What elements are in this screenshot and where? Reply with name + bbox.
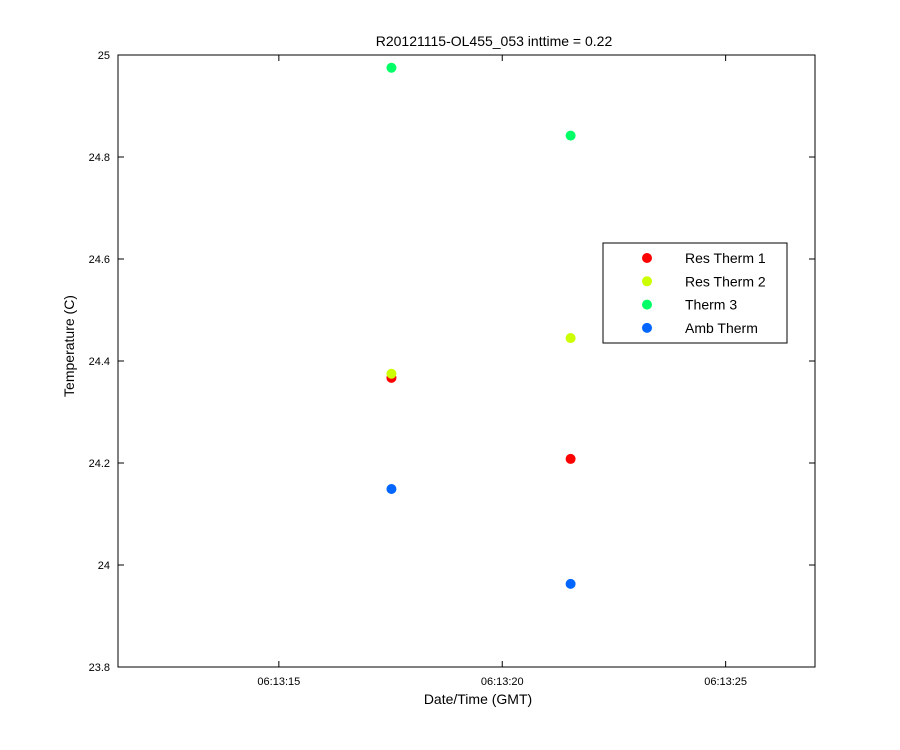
point-therm-3-1 [565, 130, 576, 141]
legend-box [602, 242, 788, 344]
point-res-therm-1-1 [565, 453, 576, 464]
point-res-therm-2-0 [386, 368, 397, 379]
legend-marker [642, 253, 652, 263]
y-tick-label: 23.8 [89, 662, 110, 674]
x-tick-label: 06:13:25 [704, 676, 747, 688]
y-axis-label: Temperature (C) [61, 295, 77, 397]
legend: Res Therm 1 Res Therm 2 Therm 3 Amb Therm [602, 242, 788, 344]
point-res-therm-2-1 [565, 333, 576, 344]
data-points [386, 62, 576, 589]
y-tick-label: 24.2 [89, 458, 110, 470]
y-axis: 23.8 24 24.2 24.4 24.6 24.8 25 [89, 50, 815, 674]
legend-label: Amb Therm [685, 320, 758, 336]
point-amb-therm-1 [565, 578, 576, 589]
y-tick-label: 24 [98, 560, 110, 572]
legend-marker [642, 299, 652, 310]
x-axis: 06:13:15 06:13:20 06:13:25 [257, 55, 747, 688]
legend-marker [642, 322, 652, 333]
x-tick-label: 06:13:20 [481, 676, 524, 688]
point-therm-3-0 [386, 62, 397, 73]
y-tick-label: 24.8 [89, 152, 110, 164]
y-tick-label: 24.6 [89, 254, 110, 266]
plot-area [117, 54, 816, 668]
legend-label: Res Therm 2 [685, 273, 766, 289]
chart-title: R20121115-OL455_053 inttime = 0.22 [376, 33, 613, 49]
y-tick-label: 24.4 [89, 356, 110, 368]
point-amb-therm-0 [386, 484, 397, 495]
y-tick-label: 25 [98, 50, 110, 62]
legend-label: Res Therm 1 [685, 250, 766, 266]
legend-marker [642, 276, 652, 287]
legend-label: Therm 3 [685, 297, 737, 313]
x-tick-label: 06:13:15 [257, 676, 300, 688]
x-axis-label: Date/Time (GMT) [424, 691, 532, 707]
